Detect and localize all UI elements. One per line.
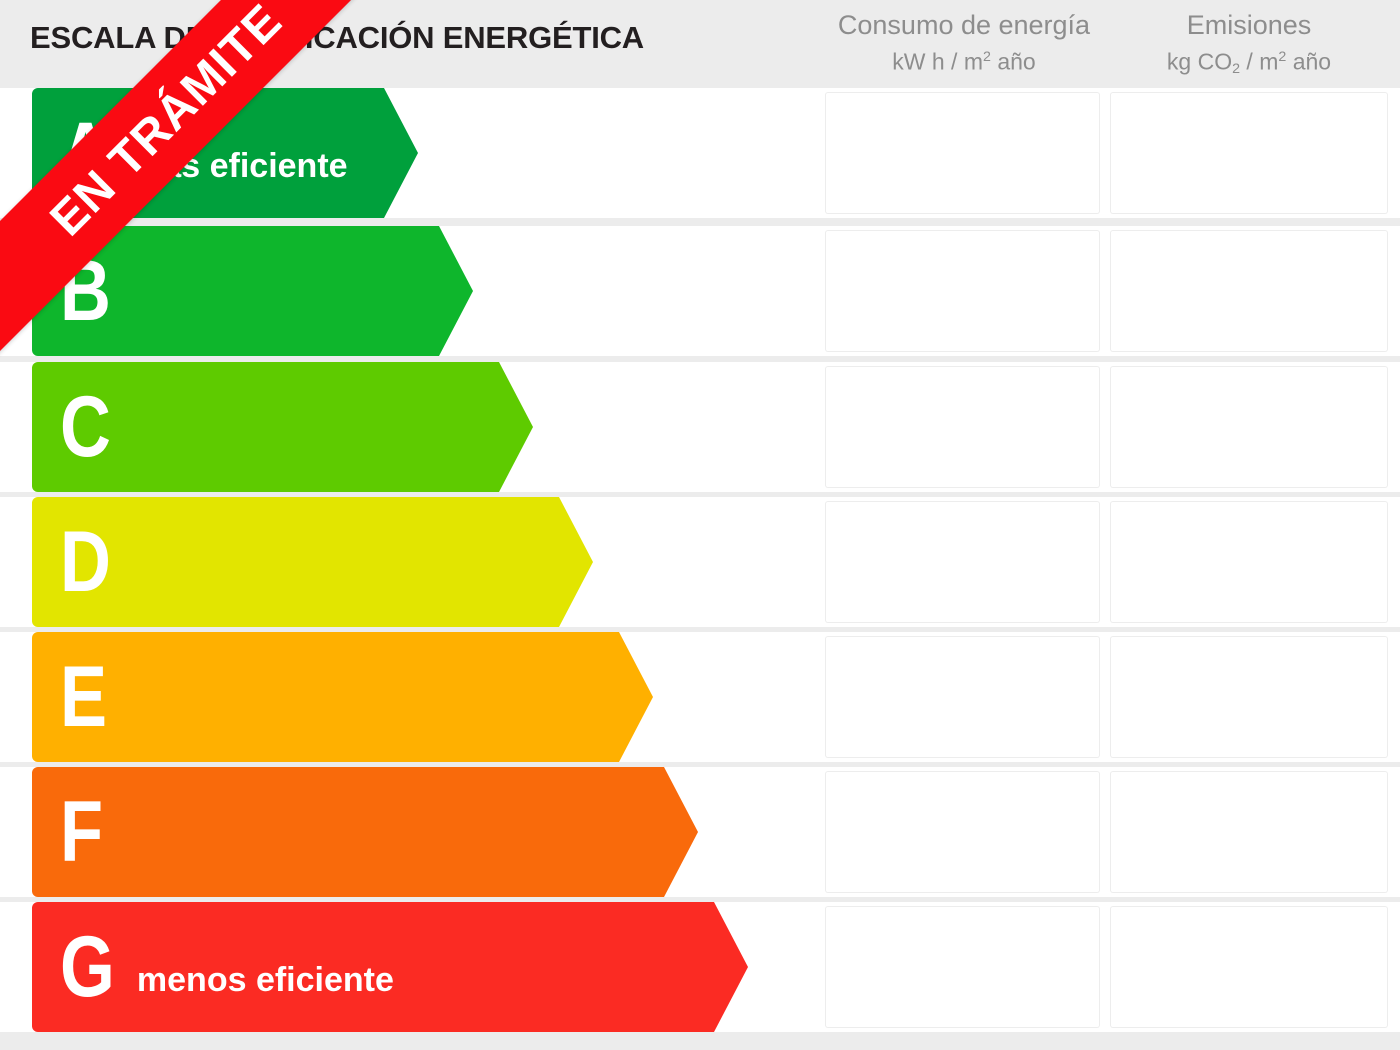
consumo-value-box[interactable] [825,230,1100,352]
rating-bar-e: E [32,632,653,762]
consumo-value-box[interactable] [825,771,1100,893]
bar-arrow-tip-icon [690,902,748,1032]
bar-arrow-tip-icon [595,632,653,762]
consumo-value-box[interactable] [825,92,1100,214]
bar-arrow-tip-icon [535,497,593,627]
rating-bar-c: C [32,362,533,492]
rating-row-e: E [0,632,1400,762]
rating-row-f: F [0,767,1400,897]
bar-arrow-tip-icon [360,88,418,218]
consumo-value-box[interactable] [825,906,1100,1028]
bar-arrow-tip-icon [415,226,473,356]
column-header-consumo-title: Consumo de energía [837,10,1091,40]
emisiones-value-box[interactable] [1110,636,1388,758]
column-header-consumo-units: kW h / m2 año [892,48,1036,75]
emisiones-value-box[interactable] [1110,771,1388,893]
emisiones-value-box[interactable] [1110,230,1388,352]
consumo-value-box[interactable] [825,501,1100,623]
rating-letter: D [60,514,111,610]
rating-bar-f: F [32,767,698,897]
column-header-emisiones: Emisiones kg CO2 / m2 año [1110,8,1388,84]
column-header-emisiones-title: Emisiones [1186,10,1312,40]
rating-bar-d: D [32,497,593,627]
emisiones-value-box[interactable] [1110,906,1388,1028]
rating-letter: E [60,649,108,745]
page-title: ESCALA DE CALIFICACIÓN ENERGÉTICA [30,20,644,55]
consumo-value-box[interactable] [825,636,1100,758]
rating-letter: C [60,379,111,475]
emisiones-value-box[interactable] [1110,501,1388,623]
rating-row-c: C [0,362,1400,492]
efficiency-note: menos eficiente [136,960,394,999]
column-header-consumo: Consumo de energía kW h / m2 año [825,8,1103,77]
emisiones-value-box[interactable] [1110,92,1388,214]
bar-arrow-tip-icon [640,767,698,897]
column-header-emisiones-units: kg CO2 / m2 año [1166,48,1332,77]
rating-row-d: D [0,497,1400,627]
bar-arrow-tip-icon [475,362,533,492]
consumo-value-box[interactable] [825,366,1100,488]
rating-row-b: B [0,226,1400,356]
header: ESCALA DE CALIFICACIÓN ENERGÉTICA Consum… [0,0,1400,86]
rating-letter: F [60,784,104,880]
emisiones-value-box[interactable] [1110,366,1388,488]
rating-letter: G [60,919,115,1015]
